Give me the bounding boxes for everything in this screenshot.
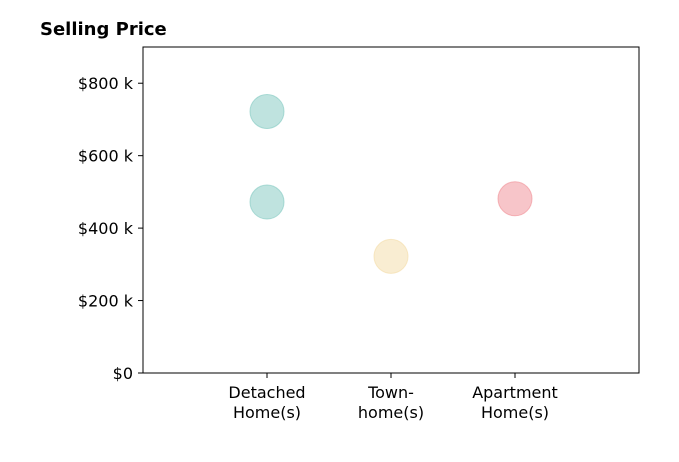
x-tick-label: Home(s) xyxy=(481,403,549,422)
data-point xyxy=(249,93,285,129)
data-point xyxy=(373,238,409,274)
y-axis: $0 $200 k $400 k $600 k $800 k xyxy=(78,74,143,383)
y-tick-label: $800 k xyxy=(78,74,134,93)
x-tick-label: Apartment xyxy=(472,383,558,402)
x-tick-label: Detached xyxy=(228,383,305,402)
y-tick-label: $200 k xyxy=(78,292,134,311)
points-layer xyxy=(249,93,533,274)
plot-area-frame xyxy=(142,46,640,374)
chart-title: Selling Price xyxy=(40,19,167,40)
y-tick-label: $600 k xyxy=(78,147,134,166)
data-point xyxy=(497,181,533,217)
y-tick-label: $400 k xyxy=(78,219,134,238)
data-point xyxy=(249,184,285,220)
x-tick-label: Home(s) xyxy=(233,403,301,422)
x-tick-label: Town- xyxy=(367,383,414,402)
x-axis: DetachedHome(s)Town-home(s)ApartmentHome… xyxy=(228,373,558,422)
y-tick-label: $0 xyxy=(113,364,133,383)
x-tick-label: home(s) xyxy=(358,403,424,422)
